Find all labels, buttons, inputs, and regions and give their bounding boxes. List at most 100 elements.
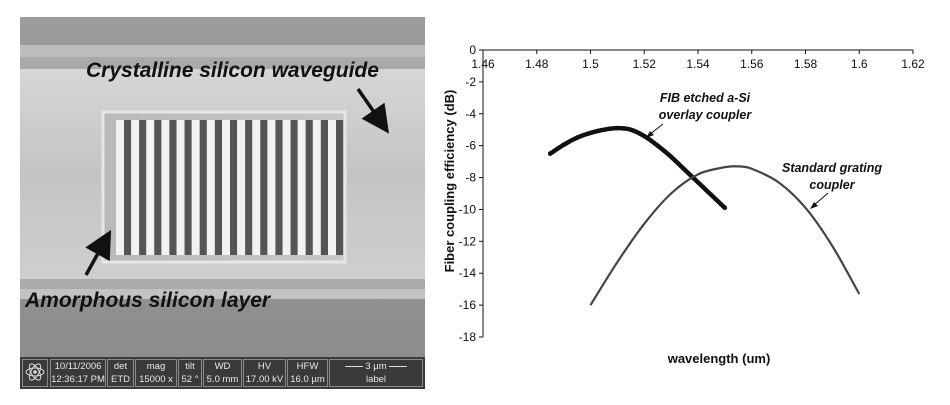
y-tick-label: 0 <box>469 43 476 57</box>
grating-tooth <box>116 120 124 255</box>
grating-trench <box>290 120 298 255</box>
x-tick-label: 1.46 <box>471 57 495 71</box>
series-fib-point <box>588 130 593 136</box>
grating-tooth <box>206 120 215 255</box>
infobar-datetime: 10/11/2006 12:36:17 PM <box>50 359 106 387</box>
grating-tooth <box>131 120 140 255</box>
grating-trench <box>169 120 177 255</box>
infobar-det: det ETD <box>107 359 134 387</box>
infobar-wd: WD 5.0 mm <box>203 359 242 387</box>
grating-trench <box>320 120 328 255</box>
grating-trench <box>199 120 207 255</box>
y-tick-label: -6 <box>465 139 476 153</box>
infobar-hv: HV 17.00 kV <box>243 359 286 387</box>
grating-tooth <box>161 120 170 255</box>
series-fib-point <box>722 205 728 211</box>
series-fib-point <box>628 127 634 132</box>
y-tick-label: -2 <box>465 75 476 89</box>
series-fib-point <box>615 125 620 131</box>
y-axis-title: Fiber coupling efficiency (dB) <box>442 90 457 273</box>
sem-micrograph: Crystalline silicon waveguide Amorphous … <box>20 17 425 389</box>
grating-trench <box>275 120 283 255</box>
series-fib-point <box>561 142 566 148</box>
grating-trench <box>230 120 238 255</box>
infobar-time: 12:36:17 PM <box>51 374 105 385</box>
grating-tooth <box>237 120 246 255</box>
sem-arrows <box>84 88 389 276</box>
series-fib-point <box>574 135 580 140</box>
grating-trench <box>214 120 222 255</box>
scale-bar: 3 µm <box>330 360 422 373</box>
grating <box>116 120 344 255</box>
y-tick-label: -4 <box>465 107 476 121</box>
sem-info-bar: 10/11/2006 12:36:17 PM det ETD mag 15000… <box>20 357 425 389</box>
grating-trench <box>336 120 344 255</box>
infobar-tilt: tilt 52 ° <box>178 359 202 387</box>
grating-tooth <box>282 120 291 255</box>
chart-series <box>547 125 861 306</box>
fib-annotation-line2: overlay coupler <box>659 108 753 122</box>
series-fib-point <box>709 192 714 198</box>
standard-annotation-line2: coupler <box>809 178 855 192</box>
standard-annotation-line1: Standard grating <box>782 161 882 175</box>
series-fib-line <box>547 125 728 211</box>
grating-tooth <box>146 120 155 255</box>
grating-tooth <box>252 120 261 255</box>
coupling-efficiency-chart: 1.46 1.48 1.5 1.52 1.54 1.56 1.58 1.6 1.62 0 -2 -4 -… <box>430 25 940 380</box>
chart-axes: 1.46 1.48 1.5 1.52 1.54 1.56 1.58 1.6 1.62 0 -2 -4 -… <box>459 43 925 344</box>
grating-trench <box>139 120 147 255</box>
infobar-date: 10/11/2006 <box>54 361 102 372</box>
infobar-scale: 3 µm label <box>329 359 423 387</box>
sem-image <box>20 17 425 357</box>
y-tick-label: -8 <box>465 171 476 185</box>
chart-svg: 1.46 1.48 1.5 1.52 1.54 1.56 1.58 1.6 1.62 0 -2 -4 -… <box>442 43 925 366</box>
grating-trench <box>305 120 313 255</box>
x-tick-label: 1.5 <box>582 57 599 71</box>
x-tick-label: 1.58 <box>794 57 818 71</box>
grating-tooth <box>328 120 336 255</box>
chart-annotations: FIB etched a-Si overlay coupler Standard g… <box>646 91 882 209</box>
upper-ridge <box>20 45 425 57</box>
waveguide-arrow <box>356 88 389 134</box>
grating-tooth <box>297 120 306 255</box>
infobar-image-label: label <box>365 374 387 385</box>
series-fib-point <box>642 133 647 139</box>
grating-trench <box>245 120 253 255</box>
series-fib-point <box>682 167 687 172</box>
y-tick-label: -16 <box>459 298 477 312</box>
x-tick-label: 1.48 <box>525 57 549 71</box>
series-fib-point <box>695 180 701 185</box>
series-standard-line <box>589 165 861 306</box>
waveguide-label: Crystalline silicon waveguide <box>86 59 379 82</box>
y-tick-label: -14 <box>459 266 477 280</box>
fei-logo-icon <box>22 359 48 387</box>
series-fib-point <box>547 151 553 156</box>
grating-tooth <box>267 120 276 255</box>
x-tick-label: 1.6 <box>851 57 868 71</box>
y-tick-label: -12 <box>459 234 477 248</box>
grating-trench <box>154 120 162 255</box>
lower-ridge <box>20 289 425 299</box>
grating-trench <box>124 120 132 255</box>
x-axis-title: wavelength (um) <box>667 351 771 366</box>
series-fib-point <box>655 143 660 148</box>
grating-tooth <box>222 120 230 255</box>
x-tick-label: 1.56 <box>740 57 764 71</box>
x-tick-label: 1.54 <box>686 57 710 71</box>
grating-tooth <box>191 120 200 255</box>
series-fib-point <box>601 127 607 132</box>
infobar-mag: mag 15000 x <box>135 359 177 387</box>
infobar-hfw: HFW 16.0 µm <box>287 359 328 387</box>
grating-trench <box>184 120 192 255</box>
grating-trench <box>260 120 268 255</box>
y-tick-label: -18 <box>459 330 477 344</box>
y-tick-label: -10 <box>459 202 477 216</box>
series-fib-point <box>668 154 674 160</box>
x-tick-label: 1.62 <box>901 57 925 71</box>
amorphous-layer-label: Amorphous silicon layer <box>25 289 271 312</box>
fib-annotation-line1: FIB etched a-Si <box>660 91 751 105</box>
grating-tooth <box>176 120 185 255</box>
grating-tooth <box>312 120 321 255</box>
amorphous-arrow <box>84 229 112 276</box>
x-tick-label: 1.52 <box>633 57 657 71</box>
